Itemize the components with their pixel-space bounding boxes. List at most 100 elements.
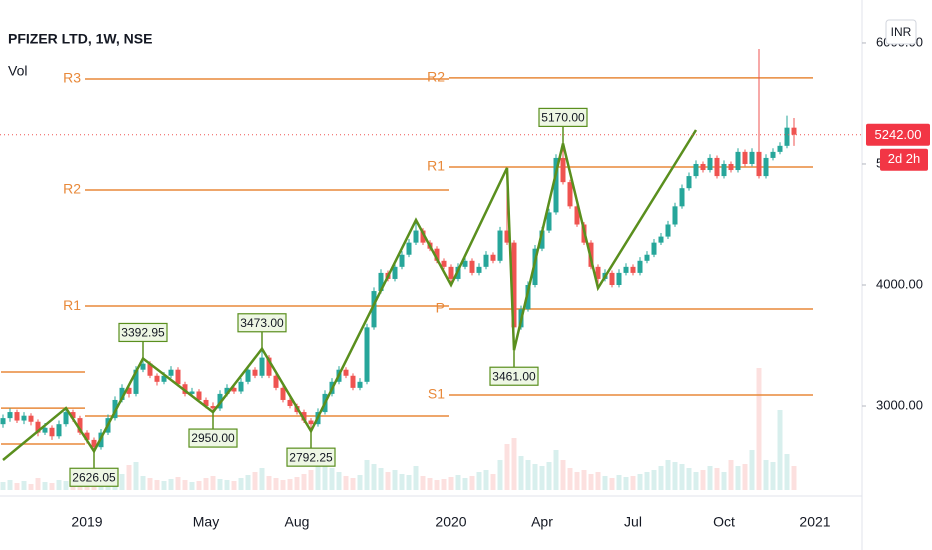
volume-layer — [0, 368, 797, 490]
volume-bar — [189, 482, 195, 490]
candle-body — [126, 387, 132, 394]
candle-body — [280, 387, 286, 400]
volume-bar — [609, 478, 615, 490]
candle-body — [595, 266, 601, 279]
volume-bar — [539, 466, 545, 490]
volume-bar — [294, 477, 300, 490]
zigzag-label: 3473.00 — [240, 316, 284, 330]
candle-body — [539, 230, 545, 249]
volume-bar — [392, 470, 398, 490]
candle-body — [721, 163, 727, 177]
volume-bar — [693, 472, 699, 490]
candle-body — [343, 369, 349, 376]
volume-bar — [385, 472, 391, 490]
candle-body — [693, 163, 699, 177]
volume-bar — [28, 484, 34, 490]
zigzag-label-box — [237, 313, 287, 333]
volume-bar — [364, 460, 370, 490]
volume-bar — [140, 476, 146, 490]
volume-bar — [133, 462, 139, 490]
candle-body — [56, 424, 62, 437]
candle-body — [434, 248, 440, 261]
candle-body — [14, 412, 20, 421]
candle-body — [791, 127, 797, 135]
candle-body — [399, 254, 405, 267]
candle-body — [644, 254, 650, 261]
candle-body — [714, 157, 720, 177]
volume-bar — [567, 468, 573, 490]
volume-bar — [14, 483, 20, 490]
volume-bar — [525, 460, 531, 490]
volume-bar — [532, 464, 538, 490]
x-tick-label: Apr — [531, 514, 553, 530]
candle-body — [196, 391, 202, 400]
pivot-label: P — [436, 300, 445, 316]
candle-body — [364, 327, 370, 382]
candle-body — [609, 272, 615, 285]
volume-bar — [784, 454, 790, 490]
x-tick-label: 2019 — [71, 514, 102, 530]
candle-body — [658, 236, 664, 243]
volume-bar — [231, 481, 237, 490]
volume-bar — [238, 478, 244, 490]
pivot-label: R1 — [427, 158, 445, 174]
candle-body — [203, 399, 209, 407]
candle-body — [448, 266, 454, 279]
candle-body — [245, 369, 251, 382]
volume-bar — [651, 470, 657, 490]
zigzag-label: 3461.00 — [492, 369, 536, 383]
volume-bar — [637, 474, 643, 490]
volume-bar — [455, 475, 461, 490]
candle-body — [91, 439, 97, 448]
candle-body — [35, 421, 41, 433]
candle-body — [560, 157, 566, 183]
volume-bar — [154, 480, 160, 490]
volume-bar — [441, 479, 447, 490]
candle-body — [742, 151, 748, 164]
candle-body — [630, 266, 636, 273]
zigzag-layer: 2626.05 3392.95 2950.00 3473.00 2792.25 3461.… — [2, 107, 698, 487]
candle-body — [497, 230, 503, 261]
volume-bar — [504, 444, 510, 490]
volume-bar — [301, 474, 307, 490]
candle-body — [574, 206, 580, 225]
volume-bar — [630, 476, 636, 490]
candle-body — [259, 357, 265, 376]
volume-title: Vol — [8, 63, 27, 79]
candle-body — [28, 415, 34, 422]
candle-body — [287, 399, 293, 407]
last-price-label: 5242.00 — [875, 127, 922, 142]
volume-bar — [49, 483, 55, 490]
pivot-label: R3 — [63, 70, 81, 86]
volume-bar — [280, 480, 286, 490]
volume-bar — [602, 476, 608, 490]
candle-body — [756, 151, 762, 177]
volume-bar — [7, 480, 13, 490]
candle-body — [651, 242, 657, 255]
volume-bar — [497, 460, 503, 490]
x-tick-label: Oct — [713, 514, 735, 530]
candle-body — [154, 375, 160, 382]
zigzag-label-box — [188, 428, 238, 448]
candle-body — [623, 266, 629, 273]
volume-bar — [0, 482, 6, 490]
candle-body — [350, 375, 356, 388]
chart-title: PFIZER LTD, 1W, NSE — [8, 31, 152, 47]
volume-bar — [574, 472, 580, 490]
candle-body — [301, 412, 307, 421]
candle-body — [357, 381, 363, 388]
candle-body — [238, 381, 244, 392]
volume-bar — [119, 474, 125, 490]
candle-body — [469, 260, 475, 273]
volume-bar — [581, 470, 587, 490]
candle-body — [707, 157, 713, 171]
volume-bar — [749, 450, 755, 490]
candle-body — [371, 291, 377, 328]
candle-body — [686, 176, 692, 189]
volume-bar — [168, 479, 174, 490]
volume-bar — [756, 368, 762, 490]
volume-bar — [490, 474, 496, 490]
currency-button[interactable] — [885, 19, 917, 45]
volume-bar — [266, 476, 272, 490]
